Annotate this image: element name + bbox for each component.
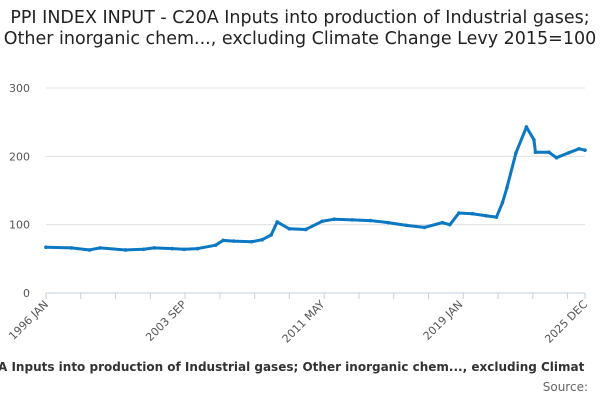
data-point <box>260 237 265 242</box>
data-point <box>532 138 536 142</box>
line-chart: 0 100 200 300 1996 JAN 2003 SEP 2011 MAY 2019 J… <box>6 82 590 346</box>
data-point <box>386 220 391 225</box>
data-point <box>350 218 355 222</box>
data-point <box>231 239 236 243</box>
data-point <box>320 219 325 224</box>
data-point <box>440 220 445 225</box>
y-tick-label: 100 <box>9 219 30 232</box>
data-point <box>404 223 409 228</box>
data-point <box>577 147 581 151</box>
x-tick-label: 2003 SEP <box>143 298 189 344</box>
data-point <box>287 226 292 231</box>
data-point <box>554 155 559 160</box>
data-point <box>221 238 225 243</box>
data-point <box>547 150 551 155</box>
chart-title: PPI INDEX INPUT - C20A Inputs into produ… <box>3 8 597 49</box>
data-point <box>141 247 146 252</box>
data-point <box>269 233 274 237</box>
y-tick-label: 0 <box>23 287 30 300</box>
data-point <box>195 246 200 251</box>
y-tick-label: 300 <box>9 82 30 95</box>
data-point <box>368 218 373 223</box>
data-point <box>422 225 427 230</box>
data-point <box>152 246 156 250</box>
legend-text: A Inputs into production of Industrial g… <box>0 360 600 374</box>
legend-label: A Inputs into production of Industrial g… <box>0 360 585 374</box>
x-tick-label: 2019 JAN <box>421 298 466 343</box>
data-point <box>87 248 92 252</box>
y-tick-label: 200 <box>9 150 30 163</box>
data-point <box>583 148 587 152</box>
data-point <box>524 125 529 129</box>
data-point <box>457 211 461 215</box>
data-point <box>500 201 505 205</box>
source-label: Source: <box>542 380 588 394</box>
data-point <box>123 248 128 252</box>
data-point <box>514 151 518 155</box>
data-point <box>44 245 48 250</box>
data-point <box>332 217 337 221</box>
x-tick-label: 2025 DEC <box>542 298 590 346</box>
x-tick-label: 2011 MAY <box>280 298 328 346</box>
data-point <box>494 215 499 219</box>
data-point <box>69 246 74 250</box>
data-point <box>170 246 174 251</box>
data-point <box>505 185 509 190</box>
data-point <box>303 227 308 232</box>
x-tick-label: 1996 JAN <box>6 298 51 343</box>
data-point <box>448 222 452 227</box>
data-point <box>249 239 254 244</box>
series-line <box>45 125 586 252</box>
data-point <box>484 213 488 218</box>
data-point <box>213 243 218 247</box>
data-point <box>470 211 475 216</box>
data-point <box>275 220 280 224</box>
data-point <box>533 150 538 155</box>
data-point <box>182 247 186 252</box>
data-point <box>566 151 571 155</box>
data-point <box>98 246 102 250</box>
